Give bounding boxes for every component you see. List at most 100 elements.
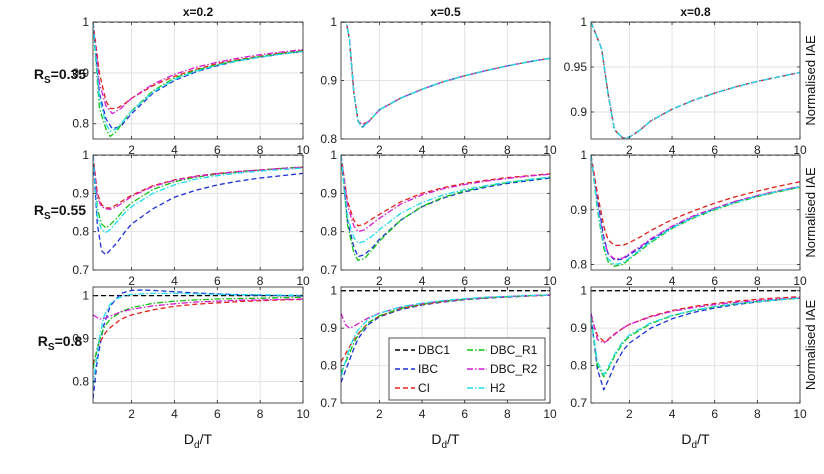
x-tick-label: 8 — [504, 143, 511, 157]
legend-item-dbc-r2: DBC_R2 — [467, 362, 538, 376]
series-line-dbc-r2 — [591, 297, 800, 344]
series-line-dbc-r2 — [341, 155, 550, 233]
series-group — [341, 155, 550, 262]
legend-item-h2: H2 — [467, 381, 506, 395]
y-tick-label: 0.8 — [320, 359, 337, 373]
y-axis-side-label: Normalised IAE — [803, 167, 818, 258]
series-line-h2 — [341, 294, 550, 377]
column-title: x=0.8 — [680, 5, 711, 19]
row-label: RS=0.55 — [34, 202, 86, 222]
panel-r2-c2: 2 4 6 8 10 0.7 0.8 0.9 1 — [570, 284, 807, 421]
y-tick-label: 1 — [330, 148, 337, 162]
y-tick-label: 1 — [580, 148, 587, 162]
series-line-h2 — [93, 22, 303, 133]
x-tick-label: 6 — [711, 274, 718, 288]
series-group — [341, 290, 550, 383]
y-axis-side-label: Normalised IAE — [803, 300, 818, 391]
y-tick-label: 0.9 — [570, 203, 587, 217]
series-group — [591, 22, 800, 139]
x-tick-label: 10 — [543, 274, 557, 288]
axes-box — [92, 286, 304, 404]
x-tick-label: 8 — [754, 143, 761, 157]
x-tick-label: 6 — [214, 143, 221, 157]
x-tick-label: 2 — [626, 407, 633, 421]
y-tick-label: 0.8 — [72, 375, 89, 389]
series-line-dbc-r2 — [93, 298, 303, 320]
x-tick-label: 10 — [793, 143, 807, 157]
y-tick-label: 1 — [580, 284, 587, 298]
legend-item-dbc-r1: DBC_R1 — [467, 343, 538, 357]
x-tick-label: 2 — [128, 407, 135, 421]
y-tick-label: 0.8 — [570, 359, 587, 373]
series-line-dbc-r1 — [341, 155, 550, 262]
panel-r0-c2: 2 4 6 8 10 0.9 0.95 1 — [564, 15, 807, 157]
series-line-h2 — [341, 155, 550, 244]
y-tick-label: 0.7 — [320, 396, 337, 410]
plot-area — [93, 155, 303, 270]
panel-r2-c0: 2 4 6 8 10 0.8 0.9 1 — [72, 286, 310, 421]
plot-area — [93, 287, 303, 403]
legend-label: CI — [418, 381, 430, 395]
series-line-h2 — [591, 155, 800, 266]
series-line-ibc — [93, 289, 303, 399]
axes-box — [340, 154, 551, 271]
y-tick-label: 0.9 — [72, 186, 89, 200]
plot-area — [591, 155, 800, 270]
series-line-h2 — [341, 22, 550, 128]
axes-box — [340, 286, 551, 404]
x-tick-label: 10 — [296, 274, 310, 288]
y-tick-label: 1 — [82, 289, 89, 303]
y-tick-label: 0.9 — [570, 105, 587, 119]
plot-area — [591, 287, 800, 403]
series-group — [93, 155, 303, 256]
y-tick-label: 1 — [82, 148, 89, 162]
x-tick-label: 8 — [257, 407, 264, 421]
legend-label: DBC1 — [418, 343, 450, 357]
plot-area — [93, 22, 303, 139]
legend-label: DBC_R1 — [490, 343, 538, 357]
series-line-h2 — [591, 297, 800, 376]
x-tick-label: 4 — [419, 143, 426, 157]
x-tick-label: 4 — [419, 407, 426, 421]
axes-box — [590, 21, 801, 140]
y-tick-label: 0.7 — [320, 263, 337, 277]
x-tick-label: 6 — [711, 143, 718, 157]
x-tick-label: 8 — [257, 274, 264, 288]
x-tick-label: 2 — [376, 143, 383, 157]
x-tick-label: 6 — [461, 143, 468, 157]
x-tick-label: 8 — [257, 143, 264, 157]
legend: DBC1 DBC_R1 IBC DBC_R2 CI H2 — [388, 337, 546, 401]
column-title: x=0.5 — [430, 5, 461, 19]
row-label: RS=0.8 — [38, 333, 83, 353]
x-tick-label: 10 — [543, 407, 557, 421]
series-line-ci — [93, 298, 303, 365]
x-tick-label: 8 — [754, 407, 761, 421]
y-tick-label: 0.9 — [72, 332, 89, 346]
x-tick-label: 8 — [504, 407, 511, 421]
axes-box — [92, 21, 304, 140]
x-tick-label: 6 — [461, 274, 468, 288]
legend-label: IBC — [418, 362, 438, 376]
series-group — [591, 290, 800, 391]
y-tick-label: 1 — [330, 284, 337, 298]
x-tick-label: 10 — [296, 407, 310, 421]
series-line-dbc-r2 — [93, 22, 303, 115]
legend-label: H2 — [490, 381, 506, 395]
panel-r1-c0: 2 4 6 8 10 0.7 0.8 0.9 1 — [72, 148, 310, 288]
x-axis-label: Dd/T — [431, 431, 460, 451]
panel-r1-c2: 2 4 6 8 10 0.8 0.9 1 — [570, 148, 807, 288]
series-line-h2 — [93, 292, 303, 386]
x-tick-label: 6 — [214, 407, 221, 421]
series-line-ci — [591, 155, 800, 247]
x-tick-label: 2 — [376, 407, 383, 421]
x-tick-label: 6 — [711, 407, 718, 421]
panel-r0-c0: 2 4 6 8 10 0.8 0.9 1 — [72, 15, 310, 157]
y-tick-label: 1 — [330, 15, 337, 29]
legend-item-ibc: IBC — [395, 362, 438, 376]
series-line-ci — [93, 155, 303, 209]
x-tick-label: 2 — [626, 143, 633, 157]
y-tick-label: 0.7 — [72, 263, 89, 277]
y-tick-label: 0.8 — [570, 258, 587, 272]
y-tick-label: 0.8 — [72, 117, 89, 131]
